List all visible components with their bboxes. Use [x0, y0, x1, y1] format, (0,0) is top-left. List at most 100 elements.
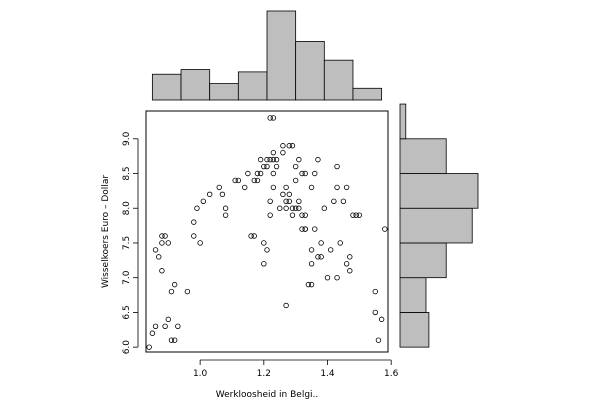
- scatter-point: [242, 184, 248, 191]
- scatter-point: [302, 226, 308, 232]
- y-tick-label: 6.0: [122, 340, 132, 355]
- scatter-point: [175, 323, 181, 329]
- scatter-point: [378, 316, 385, 323]
- y-tick-label: 8.0: [122, 201, 132, 216]
- scatter-point: [280, 149, 286, 156]
- scatter-point: [216, 184, 222, 191]
- scatter-point: [305, 281, 312, 288]
- scatter-point: [248, 233, 254, 239]
- scatter-point: [251, 177, 257, 184]
- scatter-point: [334, 163, 340, 170]
- scatter-point: [280, 191, 286, 198]
- scatter-point: [156, 254, 162, 260]
- scatter-point: [254, 170, 261, 177]
- scatter-point: [267, 198, 273, 204]
- scatter-point: [191, 233, 197, 239]
- y-axis-label: Wisselkoers Euro – Dollar: [101, 175, 111, 288]
- scatter-point: [162, 233, 168, 239]
- scatter-point: [347, 268, 353, 274]
- scatter-point: [315, 254, 321, 260]
- scatter-point: [152, 323, 159, 329]
- y-axis: 6.0 6.5 7.0 7.5 8.0 8.5 9.0: [122, 131, 139, 355]
- plot-frame: [145, 110, 389, 353]
- scatter-point: [292, 163, 299, 170]
- y-tick-label: 6.5: [122, 305, 132, 319]
- right-histogram-bar: [399, 103, 407, 140]
- scatter-point: [382, 226, 388, 232]
- scatter-point: [292, 205, 299, 211]
- scatter-point: [356, 212, 363, 218]
- scatter-point: [296, 205, 302, 211]
- scatter-point: [302, 170, 308, 177]
- scatter-point: [162, 323, 168, 329]
- scatter-point: [372, 288, 378, 295]
- scatter-point: [254, 177, 261, 184]
- scatter-point: [206, 191, 213, 198]
- scatter-point: [261, 240, 267, 246]
- y-tick-label: 7.0: [122, 270, 132, 285]
- scatter-point: [267, 212, 273, 218]
- scatter-point: [222, 205, 229, 211]
- scatter-point: [261, 163, 267, 170]
- scatter-point: [318, 254, 324, 260]
- scatter-point: [264, 247, 270, 253]
- right-histogram: [399, 103, 479, 348]
- scatter-point: [286, 191, 292, 198]
- y-tick-label: 8.5: [122, 166, 132, 180]
- scatter-point: [270, 170, 277, 177]
- scatter-point: [343, 261, 350, 267]
- scatter-point: [261, 261, 267, 267]
- scatter-point: [257, 156, 264, 163]
- scatter-point: [184, 288, 191, 295]
- scatter-point: [308, 281, 315, 288]
- scatter-point: [146, 344, 152, 350]
- scatter-point: [302, 212, 308, 218]
- scatter-point: [296, 198, 302, 204]
- scatter-point: [308, 247, 315, 253]
- scatter-point: [270, 149, 277, 156]
- right-histogram-bar: [399, 242, 447, 279]
- right-histogram-bar: [399, 138, 447, 174]
- scatter-point: [159, 240, 165, 246]
- scatter-point: [315, 156, 321, 163]
- x-tick-label: 1.0: [193, 369, 208, 379]
- x-axis: 1.0 1.2 1.4 1.6: [193, 359, 399, 379]
- top-histogram: [151, 10, 383, 101]
- right-histogram-bar: [399, 312, 430, 348]
- scatter-point: [267, 156, 273, 163]
- scatter-point: [267, 115, 273, 121]
- scatter-point: [165, 316, 171, 323]
- scatter-point: [289, 212, 296, 218]
- scatter-point: [331, 198, 337, 204]
- scatter-point: [165, 240, 171, 246]
- scatter-point: [350, 212, 356, 218]
- right-histogram-bar: [399, 277, 427, 313]
- scatter-point: [289, 143, 296, 149]
- top-histogram-bar: [266, 10, 297, 101]
- scatter-point: [353, 212, 359, 218]
- scatter-point: [334, 274, 340, 281]
- scatter-point: [375, 337, 382, 343]
- scatter-point: [191, 219, 197, 225]
- scatter-point: [343, 184, 350, 191]
- scatter-point: [318, 240, 324, 246]
- scatter-point: [347, 254, 353, 260]
- right-histogram-bar: [399, 207, 473, 244]
- scatter-point: [324, 274, 331, 281]
- scatter-point: [232, 177, 238, 184]
- scatter-point: [299, 226, 305, 232]
- scatter-point: [308, 184, 315, 191]
- scatter-point: [321, 205, 328, 211]
- x-axis-label: Werkloosheid in Belgi..: [216, 390, 319, 400]
- scatter-point: [289, 205, 296, 211]
- x-tick-label: 1.2: [257, 369, 271, 379]
- scatter-point: [273, 156, 280, 163]
- scatter-point: [283, 302, 289, 309]
- scatter-point: [168, 288, 175, 295]
- scatter-point: [222, 212, 229, 218]
- scatter-point: [152, 247, 159, 253]
- scatter-point: [337, 240, 343, 246]
- scatter-point: [280, 143, 286, 149]
- scatter-point: [283, 184, 289, 191]
- scatter-point: [334, 184, 340, 191]
